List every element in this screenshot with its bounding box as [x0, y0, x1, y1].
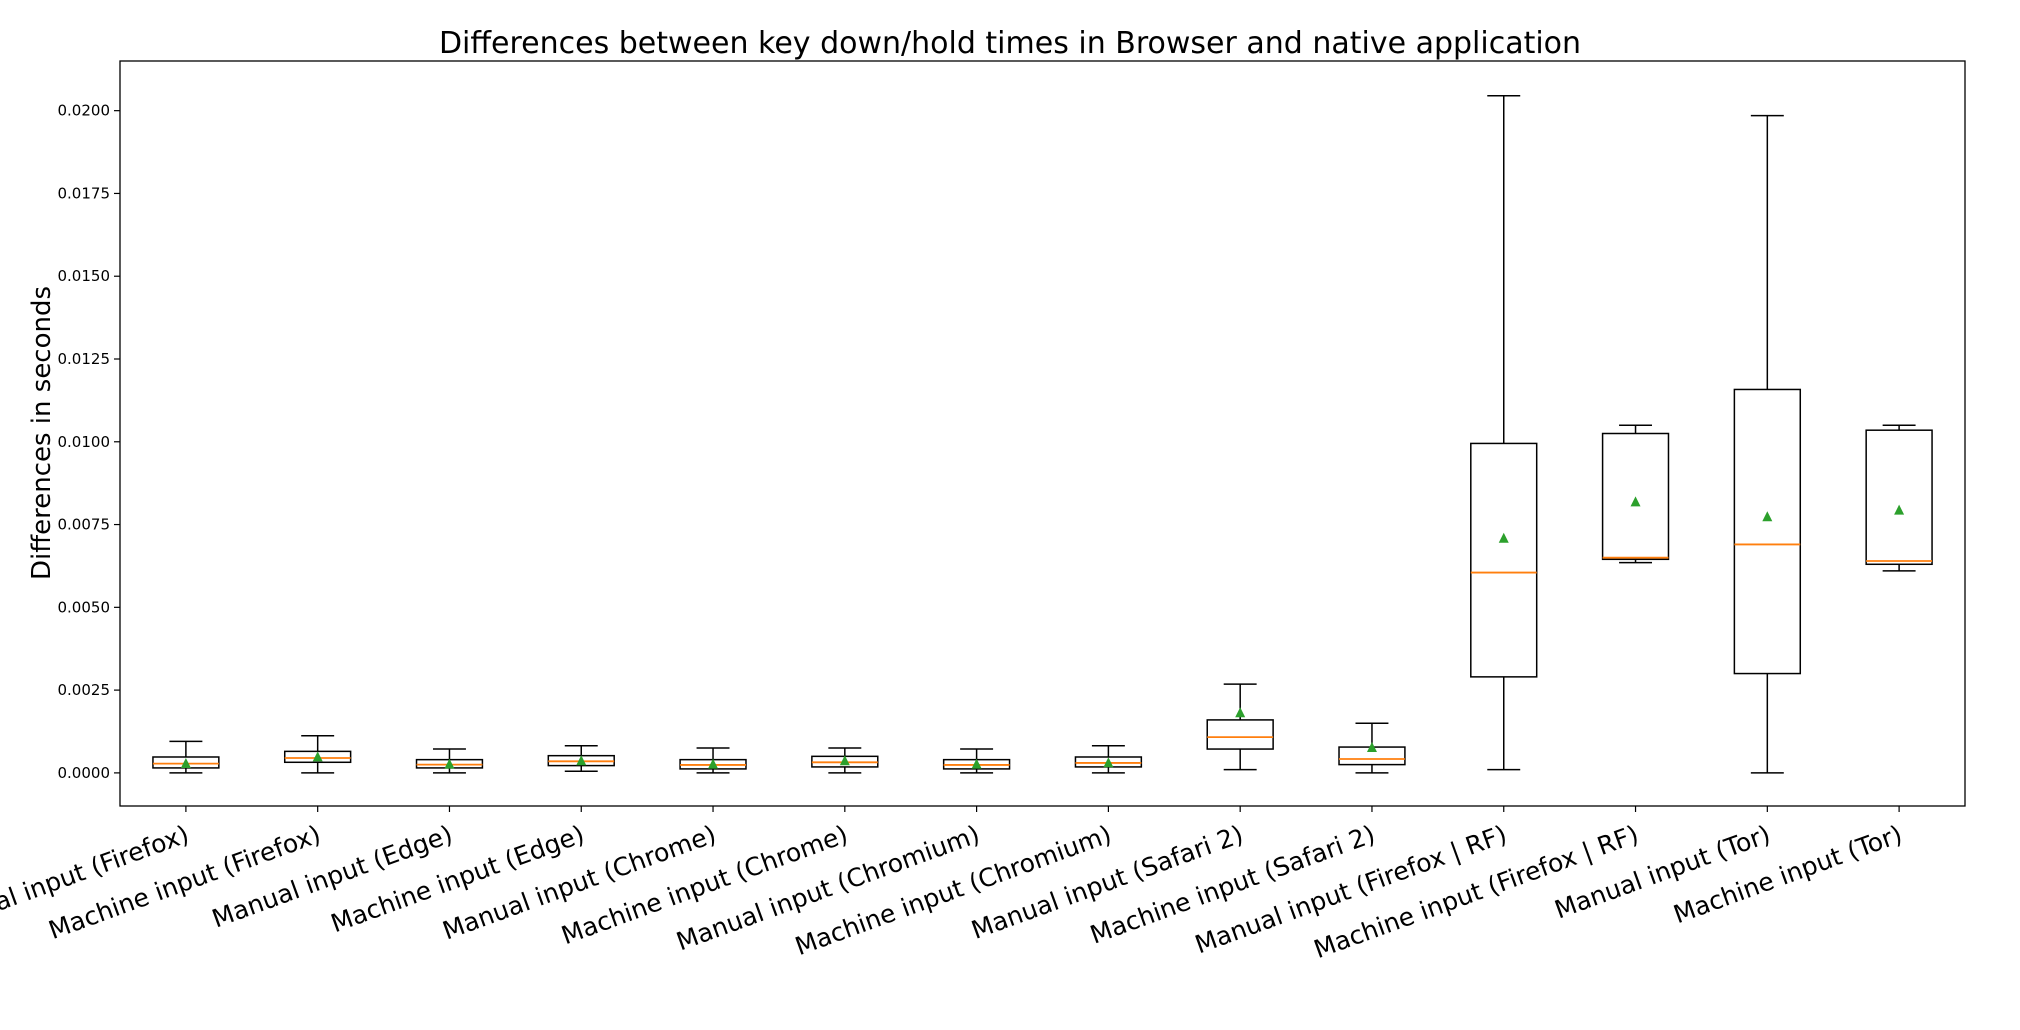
chart-title: Differences between key down/hold times …	[439, 26, 1581, 61]
mean-marker	[839, 755, 850, 766]
y-tick-label: 0.0150	[58, 267, 111, 285]
box-iqr	[1733, 388, 1802, 675]
y-tick-label: 0.0000	[58, 764, 111, 782]
mean-marker	[576, 755, 587, 766]
y-axis-label: Differences in seconds	[27, 286, 57, 580]
mean-marker	[1235, 707, 1246, 718]
mean-marker	[180, 757, 191, 768]
mean-marker	[1103, 757, 1114, 768]
y-tick-label: 0.0075	[58, 516, 111, 534]
box-iqr	[1865, 429, 1933, 566]
plot-frame	[119, 60, 1966, 807]
mean-marker	[971, 758, 982, 769]
y-tick-label: 0.0025	[58, 681, 111, 699]
box-iqr	[1601, 432, 1670, 561]
mean-marker	[1366, 742, 1377, 753]
y-tick-label: 0.0100	[58, 433, 111, 451]
mean-marker	[1894, 504, 1905, 515]
mean-marker	[708, 758, 719, 769]
mean-marker	[1762, 511, 1773, 522]
y-tick-label: 0.0200	[58, 102, 111, 120]
mean-marker	[1498, 532, 1509, 543]
y-tick-label: 0.0175	[58, 184, 111, 202]
box-iqr	[1470, 442, 1538, 678]
mean-marker	[444, 758, 455, 769]
box-iqr	[1206, 719, 1274, 750]
y-tick-label: 0.0050	[58, 598, 111, 616]
y-tick-label: 0.0125	[58, 350, 111, 368]
mean-marker	[1630, 496, 1641, 507]
mean-marker	[312, 751, 323, 762]
